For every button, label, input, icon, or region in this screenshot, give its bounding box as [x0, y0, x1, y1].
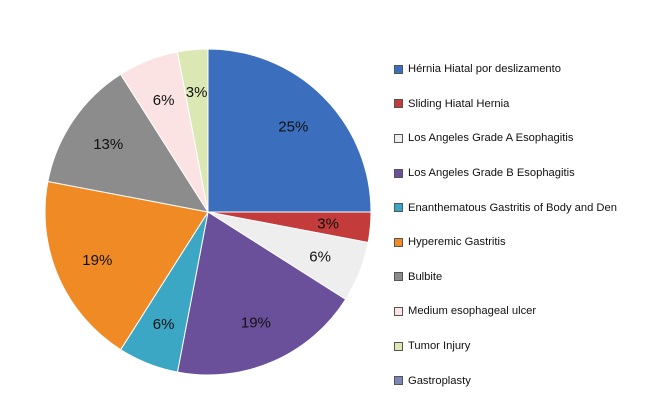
pie-slice-8 — [176, 48, 209, 213]
legend-label: Sliding Hiatal Hernia — [408, 97, 510, 110]
legend-swatch — [394, 133, 403, 143]
pie-slice-5 — [44, 180, 209, 351]
legend-label: Bulbite — [408, 270, 443, 283]
legend-item: Bulbite — [394, 260, 654, 295]
legend: Hérnia Hiatal por deslizamento Sliding Hi… — [394, 52, 654, 398]
legend-swatch — [394, 272, 403, 282]
legend-swatch — [394, 306, 403, 316]
legend-swatch — [394, 168, 403, 178]
pie-slice-3 — [176, 211, 347, 376]
slice-label-4: 6% — [153, 316, 175, 333]
legend-swatch — [394, 376, 403, 386]
legend-swatch — [394, 203, 403, 213]
legend-swatch — [394, 99, 403, 109]
legend-label: Hérnia Hiatal por deslizamento — [408, 63, 561, 76]
legend-item: Tumor Injury — [394, 329, 654, 364]
legend-item: Los Angeles Grade A Esophagitis — [394, 121, 654, 156]
legend-label: Hyperemic Gastritis — [408, 236, 506, 249]
legend-label: Enanthematous Gastritis of Body and Den — [408, 201, 617, 214]
legend-label: Medium esophageal ulcer — [408, 305, 537, 318]
pie-slice-0 — [207, 48, 372, 213]
legend-item: Hérnia Hiatal por deslizamento — [394, 52, 654, 87]
legend-item: Gastroplasty — [394, 363, 654, 398]
slice-label-0: 25% — [278, 119, 308, 136]
slice-label-6: 13% — [93, 136, 123, 153]
slice-label-3: 19% — [241, 315, 271, 332]
legend-label: Los Angeles Grade B Esophagitis — [408, 167, 575, 180]
legend-item: Enanthematous Gastritis of Body and Den — [394, 190, 654, 225]
legend-item: Sliding Hiatal Hernia — [394, 87, 654, 122]
legend-item: Hyperemic Gastritis — [394, 225, 654, 260]
legend-swatch — [394, 237, 403, 247]
slice-label-2: 6% — [309, 248, 331, 265]
legend-label: Tumor Injury — [408, 340, 471, 353]
slice-label-5: 19% — [82, 252, 112, 269]
legend-swatch — [394, 64, 403, 74]
pie-slice-6 — [47, 73, 210, 213]
slice-label-1: 3% — [317, 215, 339, 232]
legend-item: Los Angeles Grade B Esophagitis — [394, 156, 654, 191]
slice-label-8: 3% — [186, 84, 208, 101]
legend-item: Medium esophageal ulcer — [394, 294, 654, 329]
legend-label: Gastroplasty — [408, 374, 471, 387]
legend-swatch — [394, 341, 403, 351]
slice-label-7: 6% — [153, 92, 175, 109]
legend-label: Los Angeles Grade A Esophagitis — [408, 132, 574, 145]
